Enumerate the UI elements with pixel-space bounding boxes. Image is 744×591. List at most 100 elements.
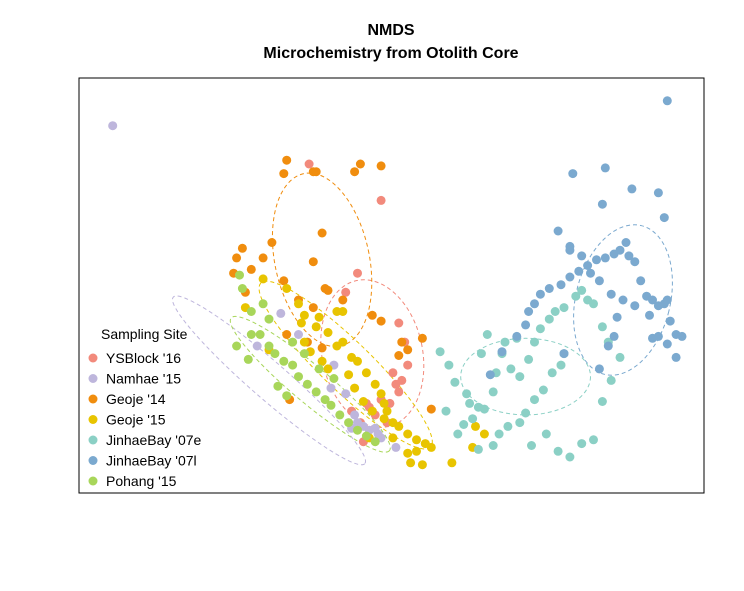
point-geoje-15-3 — [299, 310, 309, 320]
point-pohang-15-3 — [255, 330, 265, 339]
point-geoje-14-25 — [397, 337, 407, 347]
legend-label-ysblock-16: YSBlock '16 — [106, 350, 181, 366]
point-pohang-15-17 — [370, 437, 380, 447]
data-points — [108, 96, 687, 470]
point-jinhaebay-07l-0 — [485, 370, 495, 380]
point-geoje-15-17 — [403, 429, 413, 439]
point-ysblock-16-8 — [394, 387, 404, 397]
point-jinhaebay-07l-26 — [553, 226, 563, 236]
point-geoje-15-31 — [358, 397, 368, 406]
point-geoje-15-13 — [379, 398, 389, 408]
point-pohang-15-19 — [264, 314, 274, 324]
point-geoje-15-28 — [323, 364, 333, 374]
point-jinhaebay-07e-22 — [597, 322, 607, 332]
point-geoje-15-22 — [332, 307, 342, 316]
point-geoje-15-34 — [388, 433, 398, 443]
point-pohang-15-18 — [288, 337, 298, 347]
legend-item-geoje-15: Geoje '15 — [88, 412, 166, 428]
legend-label-geoje-15: Geoje '15 — [106, 412, 166, 428]
point-jinhaebay-07e-37 — [453, 429, 463, 439]
point-geoje-14-9 — [308, 257, 318, 267]
point-ysblock-16-1 — [376, 195, 386, 205]
point-jinhaebay-07l-10 — [574, 266, 584, 276]
point-geoje-14-14 — [279, 276, 289, 286]
point-ysblock-16-0 — [304, 159, 314, 169]
point-jinhaebay-07e-45 — [553, 446, 563, 456]
point-geoje-15-11 — [370, 379, 380, 389]
ellipse-jinhaebay-07l — [573, 224, 673, 376]
point-geoje-15-36 — [412, 446, 421, 456]
point-geoje-15-25 — [299, 337, 309, 347]
point-geoje-15-9 — [353, 356, 362, 366]
point-jinhaebay-07e-46 — [565, 452, 575, 462]
point-jinhaebay-07l-48 — [568, 169, 578, 179]
point-jinhaebay-07e-51 — [615, 352, 625, 362]
legend-swatch-geoje-14 — [88, 394, 98, 404]
point-jinhaebay-07e-41 — [500, 337, 510, 347]
point-jinhaebay-07e-44 — [541, 429, 551, 439]
point-jinhaebay-07l-31 — [606, 289, 616, 299]
point-jinhaebay-07l-6 — [535, 289, 545, 299]
point-geoje-15-23 — [314, 312, 324, 322]
point-geoje-15-30 — [350, 383, 360, 393]
legend: Sampling Site YSBlock '16 Namhae '15 Geoje… — [88, 326, 202, 489]
point-jinhaebay-07l-37 — [603, 341, 613, 351]
point-geoje-14-21 — [323, 285, 333, 295]
point-jinhaebay-07l-34 — [645, 310, 654, 320]
point-geoje-14-11 — [282, 330, 292, 339]
point-namhae-15-7 — [350, 410, 360, 420]
point-geoje-15-33 — [379, 414, 389, 424]
point-jinhaebay-07l-29 — [586, 268, 595, 278]
point-jinhaebay-07e-48 — [589, 435, 598, 445]
chart-title: NMDS — [367, 22, 414, 39]
legend-item-jinhaebay-07l: JinhaeBay '07l — [88, 453, 197, 469]
point-jinhaebay-07e-49 — [597, 397, 607, 406]
point-geoje-15-32 — [367, 406, 377, 416]
point-jinhaebay-07e-34 — [473, 444, 483, 454]
point-jinhaebay-07l-12 — [592, 255, 601, 265]
legend-swatch-ysblock-16 — [88, 353, 98, 363]
chart-subtitle: Microchemistry from Otolith Core — [263, 45, 518, 62]
point-geoje-14-30 — [426, 404, 436, 414]
point-jinhaebay-07l-18 — [636, 276, 646, 286]
point-geoje-15-10 — [361, 368, 371, 378]
legend-item-ysblock-16: YSBlock '16 — [88, 350, 181, 366]
point-pohang-15-8 — [294, 372, 303, 382]
point-namhae-15-15 — [326, 383, 336, 393]
legend-swatch-jinhaebay-07e — [88, 435, 98, 445]
point-geoje-14-17 — [232, 253, 242, 263]
point-namhae-15-5 — [341, 389, 351, 399]
legend-title: Sampling Site — [101, 326, 188, 342]
point-geoje-14-2 — [376, 161, 386, 171]
point-geoje-15-7 — [338, 337, 348, 347]
legend-items: YSBlock '16 Namhae '15 Geoje '14 Geoje '15 J… — [88, 350, 202, 489]
point-geoje-15-39 — [447, 458, 457, 468]
point-jinhaebay-07e-3 — [462, 389, 472, 399]
point-jinhaebay-07l-39 — [612, 312, 622, 322]
point-pohang-15-2 — [246, 307, 256, 316]
point-jinhaebay-07l-38 — [609, 331, 619, 341]
point-geoje-15-16 — [394, 421, 404, 431]
point-jinhaebay-07e-43 — [527, 441, 536, 450]
point-geoje-14-12 — [267, 238, 277, 247]
point-geoje-15-0 — [258, 274, 268, 284]
point-pohang-15-15 — [353, 425, 362, 435]
point-jinhaebay-07l-11 — [583, 261, 593, 270]
point-pohang-15-5 — [270, 349, 280, 359]
point-geoje-15-5 — [323, 328, 333, 337]
point-namhae-15-3 — [294, 330, 303, 339]
point-jinhaebay-07l-33 — [630, 301, 640, 311]
point-jinhaebay-07l-17 — [630, 257, 640, 267]
point-jinhaebay-07l-23 — [665, 316, 675, 326]
point-geoje-14-22 — [308, 303, 318, 313]
point-pohang-15-20 — [258, 299, 268, 309]
point-geoje-15-37 — [406, 458, 416, 468]
point-jinhaebay-07e-1 — [444, 360, 454, 370]
point-jinhaebay-07l-32 — [618, 295, 628, 305]
point-geoje-14-13 — [258, 253, 268, 263]
point-jinhaebay-07e-21 — [589, 299, 598, 309]
point-jinhaebay-07l-20 — [648, 295, 657, 305]
point-jinhaebay-07l-46 — [627, 184, 637, 194]
point-jinhaebay-07e-4 — [465, 398, 475, 408]
point-jinhaebay-07e-0 — [435, 347, 445, 357]
